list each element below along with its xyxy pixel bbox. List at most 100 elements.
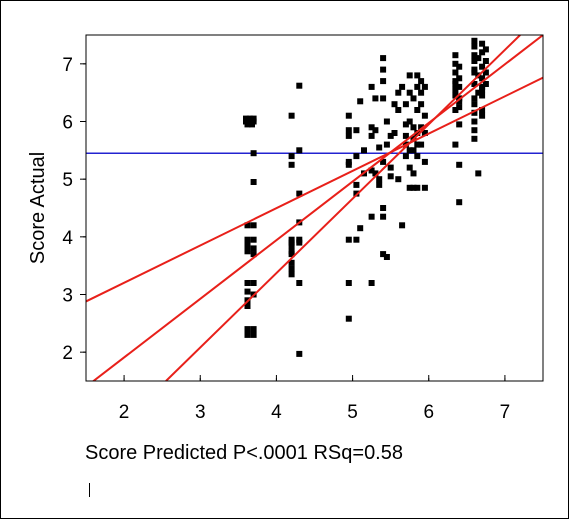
data-point-65 [368,124,375,131]
x-tick-label-4: 4 [271,402,282,423]
data-point-151 [471,52,478,59]
data-point-29 [288,153,295,160]
data-point-64 [368,83,375,90]
data-point-84 [383,118,390,125]
data-point-132 [452,60,459,67]
data-point-112 [410,170,417,177]
data-point-88 [387,164,394,171]
data-point-157 [471,101,478,108]
data-point-166 [479,40,486,47]
data-point-105 [406,147,413,154]
data-point-28 [288,112,295,119]
data-point-6 [244,121,251,128]
data-point-24 [244,326,251,333]
data-point-173 [479,107,486,113]
fit-line [91,35,543,381]
data-point-175 [482,46,489,53]
data-point-38 [288,271,295,278]
data-point-162 [475,55,482,62]
data-point-69 [368,280,375,286]
data-point-169 [479,75,486,82]
data-point-168 [479,63,486,70]
data-point-61 [357,225,364,232]
data-point-159 [471,118,478,125]
data-point-8 [250,150,257,157]
data-point-106 [406,164,413,171]
data-point-90 [391,101,398,108]
data-point-37 [288,265,295,272]
data-point-109 [410,124,417,131]
data-point-89 [387,173,394,180]
data-point-26 [244,331,251,338]
data-point-36 [288,259,295,266]
data-point-164 [475,89,482,96]
data-point-16 [244,248,251,255]
data-point-55 [353,127,360,134]
data-point-178 [482,81,489,87]
data-point-121 [418,78,425,85]
data-point-44 [296,239,303,246]
data-point-103 [406,89,413,96]
data-point-53 [345,280,352,286]
data-point-155 [471,81,478,87]
x-tick-label-6: 6 [423,402,434,423]
data-point-83 [380,251,387,258]
data-point-45 [296,280,303,286]
data-point-52 [345,236,352,243]
data-point-158 [471,109,478,116]
data-point-57 [353,181,360,188]
data-point-133 [452,69,459,76]
y-tick-label-5: 5 [62,170,73,191]
data-point-74 [376,176,383,183]
data-point-146 [456,121,463,128]
data-point-150 [471,43,478,50]
y-tick-label-6: 6 [62,113,73,134]
y-tick-label-3: 3 [62,286,73,307]
data-point-67 [368,167,375,174]
data-point-113 [410,184,417,191]
data-point-47 [345,112,352,119]
data-point-172 [479,92,486,99]
data-point-177 [482,69,489,76]
data-point-137 [452,92,459,99]
data-point-35 [288,251,295,258]
y-tick-label-4: 4 [62,228,73,249]
data-point-171 [479,86,486,93]
data-point-145 [456,104,463,111]
data-point-154 [471,69,478,76]
data-point-33 [288,242,295,249]
data-point-96 [399,222,406,229]
data-point-85 [383,141,390,148]
data-point-25 [250,326,257,333]
x-tick-label-3: 3 [195,402,206,423]
data-point-147 [456,161,463,168]
data-point-60 [357,98,364,105]
data-point-140 [456,63,463,70]
data-point-51 [345,161,352,168]
data-point-40 [296,147,303,154]
data-point-176 [482,58,489,64]
data-point-107 [406,184,413,191]
data-point-104 [406,118,413,125]
x-tick-label-5: 5 [347,402,358,423]
y-tick-label-7: 7 [62,55,73,76]
data-point-120 [414,184,421,191]
data-point-139 [452,141,459,148]
data-point-11 [250,222,257,229]
data-point-56 [353,153,360,160]
data-point-14 [244,242,251,249]
data-point-167 [479,49,486,56]
data-point-114 [414,72,421,79]
data-point-149 [471,37,478,44]
data-point-99 [402,132,409,139]
data-point-116 [414,107,421,113]
data-point-54 [345,315,352,322]
data-point-59 [353,236,360,243]
data-point-161 [471,135,478,142]
data-point-79 [380,95,387,102]
y-tick-label-2: 2 [62,343,73,364]
data-point-19 [250,280,257,286]
data-point-130 [421,184,428,191]
data-point-129 [421,158,428,165]
data-point-46 [296,350,303,357]
